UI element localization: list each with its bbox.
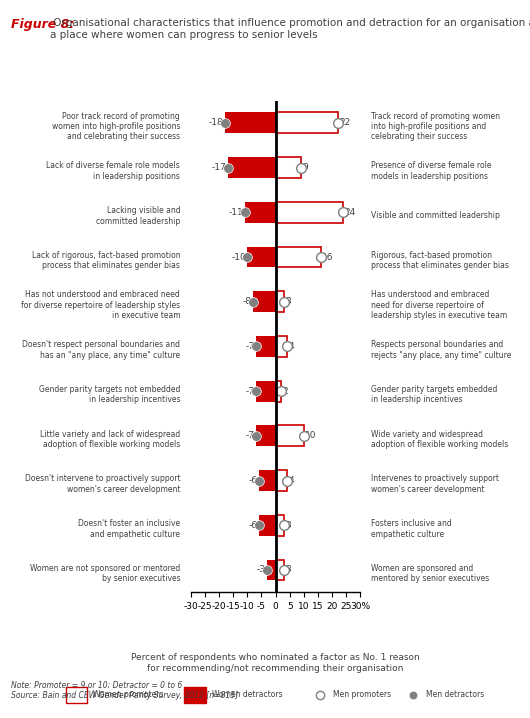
- Text: -6: -6: [248, 476, 257, 485]
- Text: -3: -3: [257, 566, 266, 574]
- Text: Figure 8:: Figure 8:: [11, 18, 74, 31]
- Bar: [259, 515, 276, 536]
- Text: Poor track record of promoting
women into high-profile positions
and celebrating: Poor track record of promoting women int…: [52, 111, 180, 141]
- Text: -7: -7: [245, 432, 254, 440]
- Bar: [253, 292, 276, 312]
- Bar: [184, 686, 206, 703]
- Text: 9: 9: [303, 163, 308, 172]
- Text: Presence of diverse female role
models in leadership positions: Presence of diverse female role models i…: [371, 162, 491, 181]
- Text: -6: -6: [248, 521, 257, 530]
- Bar: [248, 246, 276, 268]
- Text: 3: 3: [286, 297, 292, 306]
- Text: 16: 16: [322, 253, 334, 261]
- Text: Men detractors: Men detractors: [426, 690, 484, 699]
- Text: Doesn't foster an inclusive
and empathetic culture: Doesn't foster an inclusive and empathet…: [78, 519, 180, 538]
- Text: Respects personal boundaries and
rejects "any place, any time" culture: Respects personal boundaries and rejects…: [371, 340, 511, 360]
- Text: Gender parity targets embedded
in leadership incentives: Gender parity targets embedded in leader…: [371, 385, 497, 404]
- Text: Doesn't respect personal boundaries and
has an "any place, any time" culture: Doesn't respect personal boundaries and …: [22, 340, 180, 360]
- Bar: [66, 686, 87, 703]
- Bar: [276, 381, 281, 401]
- Text: -17: -17: [211, 163, 226, 172]
- Text: 10: 10: [305, 432, 317, 440]
- Text: 4: 4: [288, 342, 294, 351]
- Bar: [225, 113, 276, 134]
- Text: Track record of promoting women
into high-profile positions and
celebrating thei: Track record of promoting women into hig…: [371, 111, 500, 141]
- Text: Note: Promoter = 9 or 10; Detractor = 0 to 6
Source: Bain and CEW Gender Parity : Note: Promoter = 9 or 10; Detractor = 0 …: [11, 681, 238, 700]
- Text: Men promoters: Men promoters: [333, 690, 391, 699]
- Text: Wide variety and widespread
adoption of flexible working models: Wide variety and widespread adoption of …: [371, 430, 508, 449]
- Bar: [227, 157, 276, 178]
- Bar: [259, 470, 276, 491]
- Text: Lack of diverse female role models
in leadership positions: Lack of diverse female role models in le…: [47, 162, 180, 181]
- Text: Fosters inclusive and
empathetic culture: Fosters inclusive and empathetic culture: [371, 519, 452, 538]
- Bar: [256, 425, 276, 447]
- Bar: [276, 470, 287, 491]
- Bar: [276, 425, 304, 447]
- Text: Little variety and lack of widespread
adoption of flexible working models: Little variety and lack of widespread ad…: [40, 430, 180, 449]
- Bar: [276, 246, 321, 268]
- Text: 2: 2: [282, 387, 288, 396]
- Text: Rigorous, fact-based promotion
process that eliminates gender bias: Rigorous, fact-based promotion process t…: [371, 251, 509, 270]
- Text: Visible and committed leadership: Visible and committed leadership: [371, 211, 500, 220]
- Bar: [276, 157, 301, 178]
- Text: Has not understood and embraced need
for diverse repertoire of leadership styles: Has not understood and embraced need for…: [21, 290, 180, 320]
- Text: Percent of respondents who nominated a factor as No. 1 reason
for recommending/n: Percent of respondents who nominated a f…: [131, 653, 420, 673]
- Bar: [276, 292, 284, 312]
- Text: Intervenes to proactively support
women's career development: Intervenes to proactively support women'…: [371, 475, 499, 494]
- Text: Gender parity targets not embedded
in leadership incentives: Gender parity targets not embedded in le…: [39, 385, 180, 404]
- Text: Women promoters: Women promoters: [93, 690, 164, 699]
- Bar: [244, 202, 276, 223]
- Text: Lacking visible and
committed leadership: Lacking visible and committed leadership: [96, 206, 180, 225]
- Text: 24: 24: [345, 208, 356, 217]
- Text: -18: -18: [209, 118, 223, 127]
- Text: Organisational characteristics that influence promotion and detraction for an or: Organisational characteristics that infl…: [50, 18, 530, 39]
- Bar: [267, 559, 276, 580]
- Text: -7: -7: [245, 387, 254, 396]
- Text: -10: -10: [231, 253, 246, 261]
- Bar: [276, 515, 284, 536]
- Text: 3: 3: [286, 521, 292, 530]
- Text: Women detractors: Women detractors: [212, 690, 282, 699]
- Text: Detractors
(54% of women, 25% of men): Detractors (54% of women, 25% of men): [100, 75, 250, 94]
- Bar: [256, 336, 276, 357]
- Text: 3: 3: [286, 566, 292, 574]
- Text: -11: -11: [228, 208, 243, 217]
- Bar: [276, 559, 284, 580]
- Bar: [256, 381, 276, 401]
- Bar: [276, 113, 338, 134]
- Bar: [276, 336, 287, 357]
- Text: Women are not sponsored or mentored
by senior executives: Women are not sponsored or mentored by s…: [30, 564, 180, 583]
- Text: Lack of rigorous, fact-based promotion
process that eliminates gender bias: Lack of rigorous, fact-based promotion p…: [32, 251, 180, 270]
- Text: Has understood and embraced
need for diverse repertoire of
leadership styles in : Has understood and embraced need for div…: [371, 290, 507, 320]
- Text: 22: 22: [339, 118, 350, 127]
- Text: Promoters
(16% of women, 40% of men): Promoters (16% of women, 40% of men): [280, 75, 430, 94]
- Text: Doesn't intervene to proactively support
women's career development: Doesn't intervene to proactively support…: [24, 475, 180, 494]
- Text: -7: -7: [245, 342, 254, 351]
- Text: Women are sponsored and
mentored by senior executives: Women are sponsored and mentored by seni…: [371, 564, 489, 583]
- Bar: [276, 202, 343, 223]
- Text: 4: 4: [288, 476, 294, 485]
- Text: -8: -8: [243, 297, 252, 306]
